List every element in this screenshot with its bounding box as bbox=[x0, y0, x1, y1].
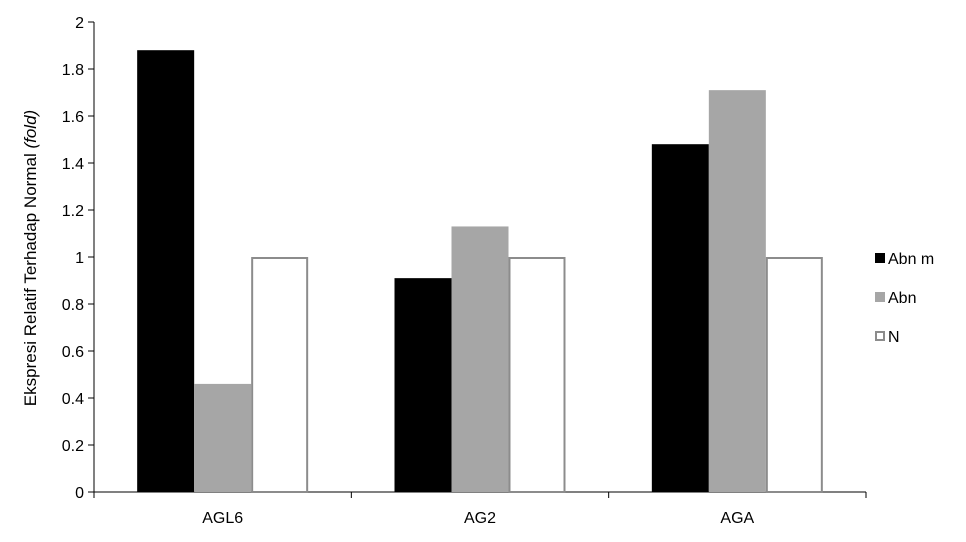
y-tick-label: 0.4 bbox=[62, 391, 84, 408]
legend-swatch bbox=[875, 331, 885, 341]
legend-swatch bbox=[875, 253, 885, 263]
y-axis: 0 0.2 0.4 0.6 0.8 1 1.2 1.4 1.6 1.8 2 bbox=[62, 15, 95, 502]
y-axis-title-unit: (fold) bbox=[21, 110, 40, 149]
x-tick-label: AG2 bbox=[464, 510, 496, 527]
y-tick-label: 0 bbox=[75, 485, 84, 502]
bar bbox=[765, 257, 823, 493]
legend-label: Abn m bbox=[888, 251, 934, 268]
legend-swatch bbox=[875, 292, 885, 302]
y-tick-label: 1.6 bbox=[62, 109, 84, 126]
x-tick-label: AGA bbox=[720, 510, 754, 527]
legend-label: N bbox=[888, 329, 900, 346]
y-tick-label: 1.8 bbox=[62, 62, 84, 79]
y-tick-label: 0.6 bbox=[62, 344, 84, 361]
bars bbox=[137, 50, 823, 493]
y-tick-label: 1 bbox=[75, 250, 84, 267]
x-tick-label: AGL6 bbox=[202, 510, 243, 527]
y-tick-label: 0.8 bbox=[62, 297, 84, 314]
y-axis-title: Ekspresi Relatif Terhadap Normal (fold) bbox=[21, 110, 40, 406]
bar bbox=[708, 90, 766, 493]
y-axis-title-main: Ekspresi Relatif Terhadap Normal bbox=[21, 149, 40, 407]
bar bbox=[394, 278, 452, 492]
y-tick-label: 0.2 bbox=[62, 438, 84, 455]
y-tick-label: 2 bbox=[75, 15, 84, 32]
bar bbox=[194, 383, 252, 492]
bar bbox=[137, 50, 195, 492]
y-tick-label: 1.4 bbox=[62, 156, 84, 173]
bar bbox=[651, 144, 709, 492]
bar bbox=[251, 257, 309, 493]
legend-label: Abn bbox=[888, 290, 916, 307]
x-axis: AGL6 AG2 AGA bbox=[93, 491, 867, 527]
legend: Abn m Abn N bbox=[875, 251, 934, 346]
bar bbox=[508, 257, 566, 493]
y-tick-label: 1.2 bbox=[62, 203, 84, 220]
bar bbox=[451, 226, 509, 492]
